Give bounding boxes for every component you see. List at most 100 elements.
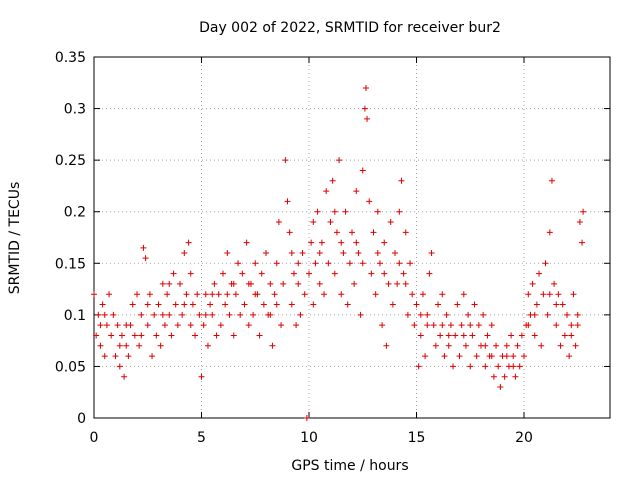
data-point <box>533 301 540 308</box>
data-point <box>121 373 128 380</box>
data-point <box>106 291 113 298</box>
data-point <box>252 291 259 298</box>
data-point <box>338 291 345 298</box>
data-point <box>316 280 323 287</box>
x-tick-label: 15 <box>408 430 426 446</box>
data-point <box>447 322 454 329</box>
data-point <box>263 249 269 256</box>
data-point <box>144 301 151 308</box>
data-point <box>387 219 394 226</box>
data-point <box>536 270 543 277</box>
data-point <box>460 332 467 339</box>
data-point <box>172 301 179 308</box>
data-point <box>344 301 351 308</box>
data-point <box>114 322 121 329</box>
data-point <box>318 239 325 246</box>
data-point <box>325 260 332 267</box>
data-point <box>430 322 437 329</box>
data-point <box>202 291 209 298</box>
data-point <box>419 291 426 298</box>
data-point <box>349 229 355 236</box>
data-point <box>411 322 418 329</box>
data-point <box>568 332 575 339</box>
data-point <box>400 270 407 277</box>
data-point <box>493 342 500 349</box>
data-point <box>353 188 360 195</box>
data-point <box>181 249 188 256</box>
data-point <box>204 342 211 349</box>
data-point <box>278 322 285 329</box>
data-point <box>267 280 274 287</box>
data-point <box>314 208 321 215</box>
data-point <box>299 249 306 256</box>
data-point <box>258 270 265 277</box>
data-point <box>230 332 237 339</box>
data-point <box>445 332 452 339</box>
data-point <box>245 322 252 329</box>
data-point <box>140 244 147 251</box>
data-point <box>196 311 203 318</box>
data-point <box>564 311 570 318</box>
data-point <box>250 311 257 318</box>
data-point <box>295 280 302 287</box>
data-point <box>192 332 199 339</box>
data-point <box>376 260 383 267</box>
data-point <box>424 311 431 318</box>
data-point <box>149 353 156 360</box>
data-point <box>118 332 125 339</box>
data-point <box>131 332 138 339</box>
data-point <box>374 208 381 215</box>
data-point <box>144 322 151 329</box>
data-point <box>293 322 300 329</box>
data-point <box>503 342 510 349</box>
data-point <box>417 332 424 339</box>
data-point <box>108 332 115 339</box>
data-point <box>177 280 183 287</box>
data-point <box>183 291 190 298</box>
data-point <box>580 208 587 215</box>
data-point <box>409 291 416 298</box>
data-point <box>531 332 538 339</box>
data-point <box>217 322 224 329</box>
data-point <box>138 332 145 339</box>
data-point <box>125 353 132 360</box>
chart-title: Day 002 of 2022, SRMTID for receiver bur… <box>199 20 501 36</box>
data-point <box>93 332 100 339</box>
data-point <box>525 291 532 298</box>
y-tick-label: 0.1 <box>64 308 86 324</box>
data-point <box>103 322 110 329</box>
data-point <box>471 301 478 308</box>
data-point <box>574 322 581 329</box>
data-point <box>269 342 276 349</box>
data-point <box>194 291 201 298</box>
data-point <box>503 353 510 360</box>
x-tick-label: 0 <box>90 430 99 446</box>
data-point <box>136 342 143 349</box>
data-point <box>521 353 527 360</box>
data-point <box>336 157 343 164</box>
data-point <box>467 322 474 329</box>
data-point <box>187 322 194 329</box>
data-point <box>267 311 274 318</box>
data-point <box>538 342 545 349</box>
data-point <box>153 332 160 339</box>
data-point <box>469 332 476 339</box>
data-point <box>252 260 259 267</box>
data-point <box>168 332 175 339</box>
data-point <box>232 291 239 298</box>
data-point <box>207 301 214 308</box>
data-point <box>323 188 330 195</box>
data-point <box>256 332 263 339</box>
data-point <box>101 311 108 318</box>
data-point <box>426 270 433 277</box>
data-point <box>146 291 153 298</box>
data-point <box>310 301 317 308</box>
data-point <box>364 115 371 122</box>
data-point <box>179 311 186 318</box>
data-point <box>490 373 497 380</box>
data-point <box>415 363 422 370</box>
data-point <box>101 353 108 360</box>
data-point <box>359 167 366 174</box>
x-tick-label: 20 <box>515 430 533 446</box>
y-tick-label: 0.35 <box>55 50 86 66</box>
